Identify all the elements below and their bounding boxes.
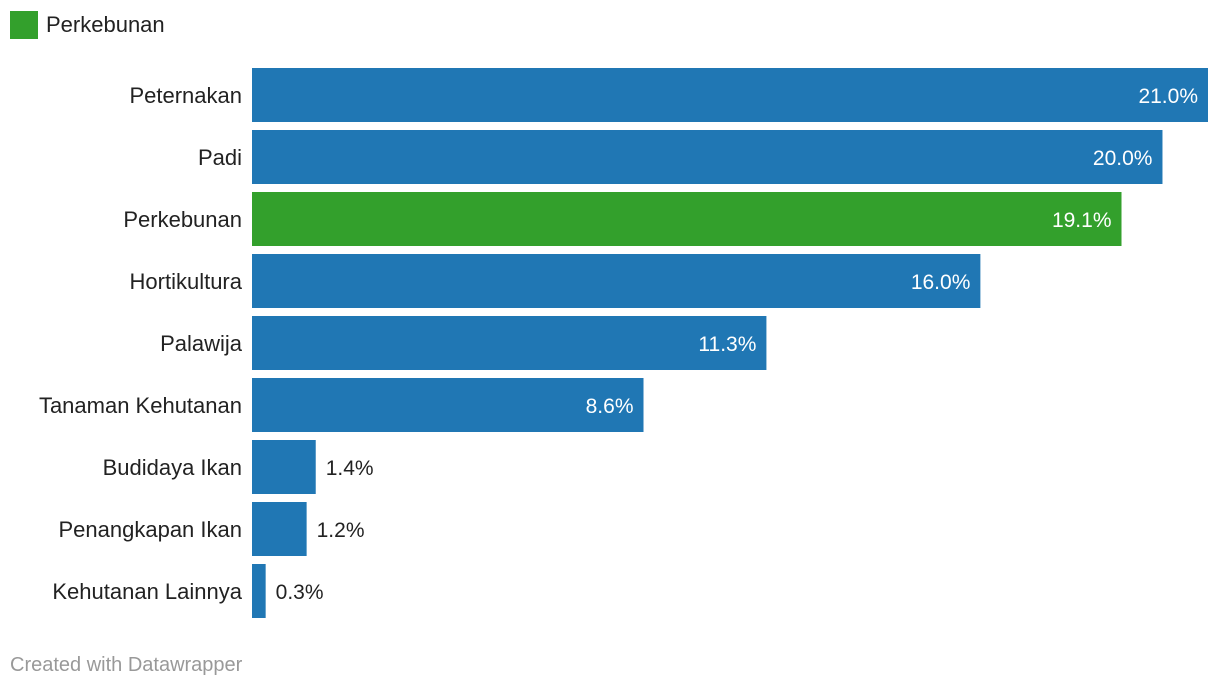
value-label: 21.0%: [1138, 85, 1198, 108]
category-label: Budidaya Ikan: [103, 455, 242, 480]
credit-text: Created with Datawrapper: [10, 654, 243, 676]
legend-swatch: [10, 11, 38, 39]
bar-palawija: [252, 316, 767, 370]
bar-tanaman-kehutanan: [252, 378, 644, 432]
category-label: Peternakan: [129, 83, 242, 108]
category-label: Penangkapan Ikan: [59, 517, 243, 542]
value-label: 11.3%: [698, 333, 756, 356]
value-label: 20.0%: [1093, 147, 1153, 170]
category-label: Hortikultura: [130, 269, 243, 294]
value-label: 8.6%: [586, 395, 634, 418]
category-label: Palawija: [160, 331, 243, 356]
category-label: Padi: [198, 145, 242, 170]
bar-peternakan: [252, 68, 1208, 122]
category-label: Tanaman Kehutanan: [39, 393, 242, 418]
bar-budidaya-ikan: [252, 440, 316, 494]
bar-perkebunan: [252, 192, 1122, 246]
bar-chart: Peternakan 21.0% Padi 20.0% Perkebunan 19.1% H…: [39, 68, 1208, 618]
bar-hortikultura: [252, 254, 981, 308]
category-label: Perkebunan: [123, 207, 242, 232]
category-label: Kehutanan Lainnya: [52, 579, 242, 604]
value-label: 19.1%: [1052, 209, 1112, 232]
bar-padi: [252, 130, 1163, 184]
value-label: 16.0%: [911, 271, 971, 294]
value-label: 1.4%: [326, 457, 374, 480]
bar-kehutanan-lainnya: [252, 564, 266, 618]
legend: Perkebunan: [10, 10, 165, 40]
value-label: 0.3%: [276, 581, 324, 604]
bar-penangkapan-ikan: [252, 502, 307, 556]
legend-label: Perkebunan: [46, 12, 165, 37]
value-label: 1.2%: [317, 519, 365, 542]
